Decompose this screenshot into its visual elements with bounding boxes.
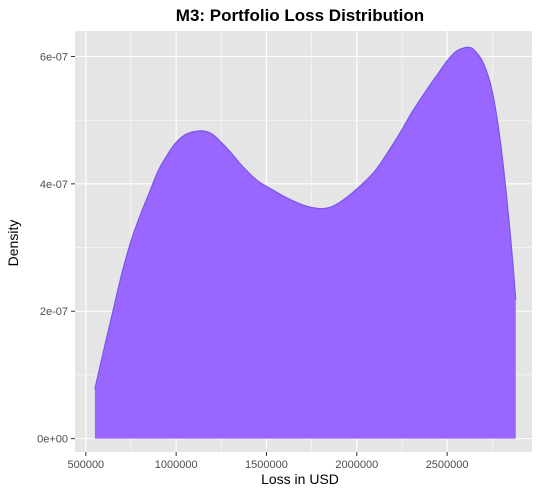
x-axis-ticks: 500000 1000000 1500000 2000000 2500000 xyxy=(67,452,469,471)
y-tick-label: 4e-07 xyxy=(40,179,68,191)
x-tick-label: 1000000 xyxy=(155,459,198,471)
x-axis-title: Loss in USD xyxy=(261,471,339,487)
density-curve xyxy=(94,46,517,390)
x-tick-label: 500000 xyxy=(67,459,104,471)
x-tick-label: 2000000 xyxy=(335,459,378,471)
y-tick-label: 0e+00 xyxy=(37,434,68,446)
y-tick-label: 2e-07 xyxy=(40,306,68,318)
y-axis-ticks: 0e+00 2e-07 4e-07 6e-07 xyxy=(37,51,75,446)
x-tick-label: 1500000 xyxy=(245,459,288,471)
x-tick-label: 2500000 xyxy=(426,459,469,471)
density-area xyxy=(94,47,516,439)
y-axis-title: Density xyxy=(5,220,21,267)
chart-title: M3: Portfolio Loss Distribution xyxy=(176,6,424,25)
y-tick-label: 6e-07 xyxy=(40,51,68,63)
